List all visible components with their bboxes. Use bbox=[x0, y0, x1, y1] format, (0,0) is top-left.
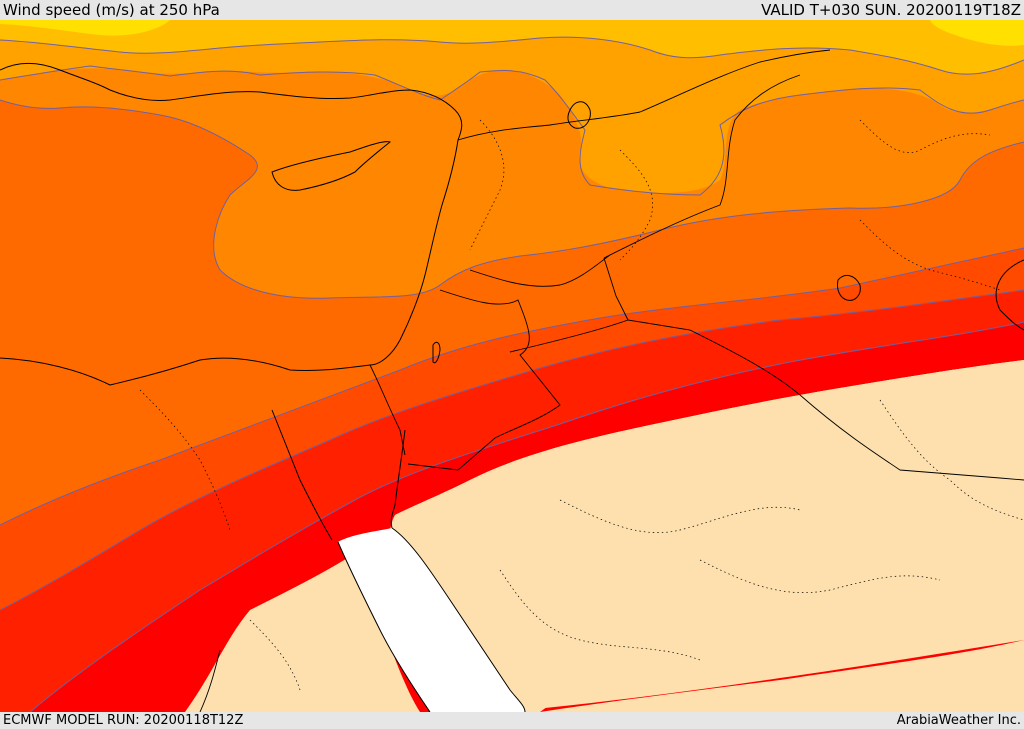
border-syria-iraq bbox=[469, 254, 611, 287]
isotach-line bbox=[0, 99, 1024, 299]
border-jordan-iraq bbox=[603, 257, 629, 321]
province-boundary bbox=[559, 499, 801, 533]
header-bar: Wind speed (m/s) at 250 hPa VALID T+030 … bbox=[0, 0, 1024, 20]
coastline-sinai-gulf-suez bbox=[271, 409, 333, 541]
band-3-fill bbox=[0, 20, 1024, 193]
province-boundary bbox=[499, 569, 701, 661]
wind-speed-map[interactable] bbox=[0, 20, 1024, 712]
coastline-cyprus bbox=[271, 141, 391, 191]
coastline-egypt-north bbox=[0, 357, 371, 386]
border-iraq-saudi bbox=[509, 319, 1024, 481]
band-2-fill bbox=[0, 20, 1024, 75]
band-1-fill-east bbox=[930, 20, 1024, 46]
map-title: Wind speed (m/s) at 250 hPa bbox=[3, 1, 220, 19]
coastline-red-sea-west bbox=[337, 541, 431, 712]
coastline-levant bbox=[369, 139, 459, 366]
isotach-line bbox=[0, 289, 1024, 611]
border-jordan-saudi bbox=[407, 289, 561, 471]
isotach-line bbox=[0, 65, 1024, 196]
border-egypt-sudan bbox=[199, 649, 221, 712]
internal-boundaries bbox=[139, 119, 1024, 691]
band-1-fill bbox=[0, 20, 170, 36]
coastline-lake-east bbox=[837, 274, 861, 301]
coastline-dead-sea bbox=[432, 341, 441, 364]
isotach-line bbox=[29, 321, 1024, 712]
border-iran-north bbox=[639, 49, 831, 113]
country-borders bbox=[199, 49, 1024, 712]
province-boundary bbox=[469, 119, 505, 251]
model-run: ECMWF MODEL RUN: 20200118T12Z bbox=[3, 713, 244, 728]
valid-time: VALID T+030 SUN. 20200119T18Z bbox=[761, 1, 1021, 19]
province-boundary bbox=[249, 619, 301, 691]
border-iraq-iran bbox=[603, 74, 801, 259]
province-boundary bbox=[879, 399, 1024, 521]
province-boundary bbox=[699, 559, 941, 593]
coastline-caspian-lake bbox=[567, 101, 591, 129]
footer-bar: ECMWF MODEL RUN: 20200118T12Z ArabiaWeat… bbox=[0, 712, 1024, 729]
credit: ArabiaWeather Inc. bbox=[896, 713, 1021, 728]
red-sea-mask bbox=[338, 528, 525, 712]
isotach-line bbox=[0, 247, 1024, 526]
coastline-gulf-aqaba bbox=[390, 429, 406, 529]
coastline-persian-gulf bbox=[995, 259, 1024, 331]
border-egypt-israel bbox=[369, 364, 406, 456]
isotach-line bbox=[0, 36, 1024, 75]
coastline-anatolia bbox=[0, 62, 463, 141]
province-boundary bbox=[859, 219, 1001, 291]
isotach-contours bbox=[0, 36, 1024, 712]
border-turkey-syria bbox=[457, 111, 641, 141]
coastlines bbox=[0, 62, 1024, 712]
coastline-red-sea-east bbox=[391, 527, 526, 712]
